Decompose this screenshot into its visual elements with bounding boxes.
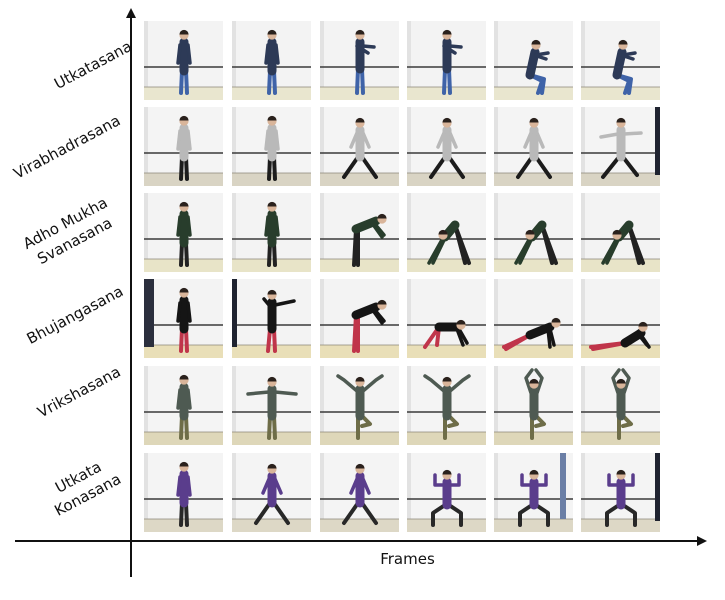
frame-r4-c3 [320,279,399,358]
frame-r1-c6 [581,21,660,100]
y-axis-arrowhead [126,8,136,18]
frame-r5-c5 [494,366,573,445]
frame-r2-c3 [320,107,399,186]
frame-r6-c1 [144,453,223,532]
frame-r5-c4 [407,366,486,445]
frame-r5-c2 [232,366,311,445]
frame-grid [144,21,660,532]
frame-r3-c2 [232,193,311,272]
frame-r6-c3 [320,453,399,532]
frame-r2-c5 [494,107,573,186]
frame-r3-c1 [144,193,223,272]
x-axis-label: Frames [380,550,435,568]
frame-r2-c2 [232,107,311,186]
frame-r4-c4 [407,279,486,358]
frame-r5-c6 [581,366,660,445]
frame-r1-c3 [320,21,399,100]
frame-r2-c1 [144,107,223,186]
frame-r5-c3 [320,366,399,445]
x-axis-arrowhead [697,536,707,546]
frame-r1-c4 [407,21,486,100]
frame-r2-c6 [581,107,660,186]
frame-r3-c3 [320,193,399,272]
frame-r1-c2 [232,21,311,100]
frame-r4-c1 [144,279,223,358]
frame-r1-c5 [494,21,573,100]
frame-r3-c6 [581,193,660,272]
frame-r4-c5 [494,279,573,358]
frame-r3-c4 [407,193,486,272]
frame-r3-c5 [494,193,573,272]
frame-r4-c2 [232,279,311,358]
axes [15,8,707,577]
frame-r6-c4 [407,453,486,532]
frame-r4-c6 [581,279,660,358]
frame-r1-c1 [144,21,223,100]
frame-r6-c6 [581,453,660,532]
frame-r2-c4 [407,107,486,186]
frame-r6-c2 [232,453,311,532]
frame-r5-c1 [144,366,223,445]
frame-r6-c5 [494,453,573,532]
